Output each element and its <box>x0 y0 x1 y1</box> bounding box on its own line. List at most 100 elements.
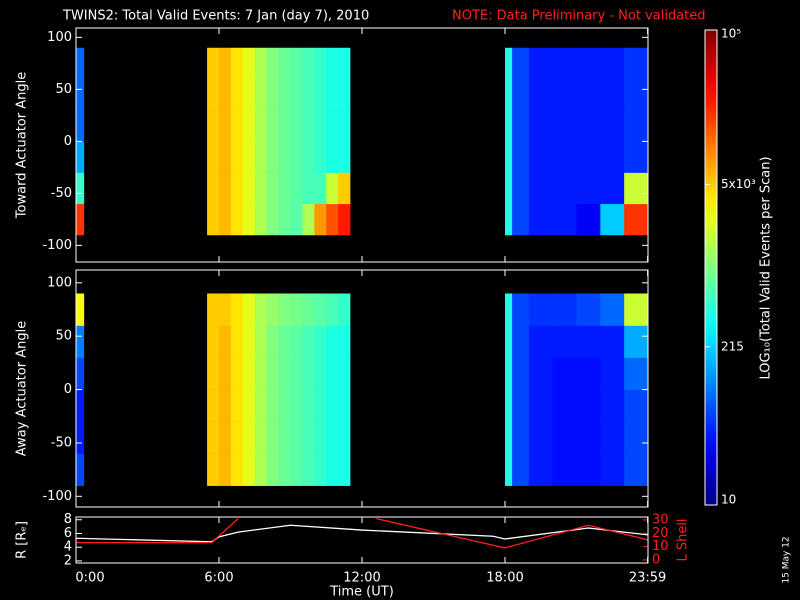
heatmap-cell <box>207 389 220 422</box>
heatmap-cell <box>505 389 513 422</box>
heatmap-cell <box>76 47 85 80</box>
heatmap-cell <box>528 78 553 111</box>
heatmap-cell <box>219 357 232 390</box>
y-axis-label: Toward Actuator Angle <box>15 72 30 219</box>
heatmap-cell <box>254 325 267 358</box>
heatmap-cell <box>290 203 303 236</box>
heatmap-cell <box>552 293 577 326</box>
y-tick-label: 100 <box>47 275 72 290</box>
heatmap-cell <box>600 325 625 358</box>
heatmap-cell <box>230 389 244 422</box>
heatmap-cell <box>338 389 351 422</box>
heatmap-cell <box>505 293 513 326</box>
heatmap-cell <box>512 293 530 326</box>
heatmap-cell <box>576 172 601 205</box>
heatmap-cell <box>302 110 315 142</box>
heatmap-cell <box>338 78 351 111</box>
y-tick-label: 100 <box>47 30 72 45</box>
heatmap-cell <box>207 421 220 454</box>
heatmap-cell <box>338 110 351 142</box>
heatmap-cell <box>266 203 279 236</box>
heatmap-cell <box>254 357 267 390</box>
heatmap-cell <box>278 110 291 142</box>
heatmap-cell <box>505 110 513 142</box>
heatmap-cell <box>552 78 577 111</box>
heatmap-cell <box>219 47 232 80</box>
heatmap-cell <box>576 141 601 173</box>
heatmap-cell <box>326 293 339 326</box>
heatmap-cell <box>219 421 232 454</box>
heatmap-cell <box>290 110 303 142</box>
heatmap-cell <box>290 357 303 390</box>
heatmap-cell <box>207 47 220 80</box>
heatmap-cell <box>302 141 315 173</box>
heatmap-cell <box>242 47 256 80</box>
heatmap-cell <box>624 141 649 173</box>
heatmap-cell <box>505 141 513 173</box>
heatmap-cell <box>290 389 303 422</box>
x-axis-label: Time (UT) <box>329 585 394 600</box>
y-tick-label: 8 <box>64 512 72 527</box>
heatmap-cell <box>219 389 232 422</box>
colorbar-label: LOG₁₀(Total Valid Events per Scan) <box>759 156 774 379</box>
heatmap-cell <box>314 110 327 142</box>
heatmap-cell <box>266 293 279 326</box>
heatmap-cell <box>326 172 339 205</box>
heatmap-cell <box>552 110 577 142</box>
heatmap-cell <box>290 78 303 111</box>
heatmap-cell <box>76 453 85 486</box>
heatmap-cell <box>76 110 85 142</box>
heatmap-cell <box>624 47 649 80</box>
y2-tick-label: 20 <box>652 526 669 541</box>
heatmap-cell <box>528 172 553 205</box>
y-tick-label: 6 <box>64 526 72 541</box>
heatmap-cell <box>505 78 513 111</box>
heatmap-cell <box>600 172 625 205</box>
heatmap-cell <box>266 47 279 80</box>
heatmap-cell <box>505 47 513 80</box>
heatmap-cell <box>290 47 303 80</box>
y2-axis-label: L Shell <box>676 518 691 561</box>
heatmap-cell <box>76 172 85 205</box>
heatmap-cell <box>326 357 339 390</box>
heatmap-cell <box>624 453 649 486</box>
heatmap-cell <box>219 453 232 486</box>
heatmap-cell <box>314 421 327 454</box>
heatmap-cell <box>600 203 625 236</box>
heatmap-cell <box>219 293 232 326</box>
heatmap-cell <box>314 389 327 422</box>
y-tick-label: 50 <box>55 329 72 344</box>
line-series <box>76 517 648 549</box>
heatmap-cell <box>242 141 256 173</box>
heatmap-cell <box>219 141 232 173</box>
heatmap-cell <box>528 421 553 454</box>
heatmap-cell <box>290 172 303 205</box>
heatmap-cell <box>505 453 513 486</box>
heatmap-cell <box>512 110 530 142</box>
heatmap-cell <box>219 203 232 236</box>
heatmap-cell <box>290 453 303 486</box>
heatmap-cell <box>576 110 601 142</box>
heatmap-cell <box>326 453 339 486</box>
heatmap-cell <box>254 389 267 422</box>
heatmap-cell <box>326 389 339 422</box>
y-axis-label: R [Rₑ] <box>15 521 30 559</box>
x-tick-label: 23:59 <box>629 571 666 586</box>
heatmap-cell <box>76 325 85 358</box>
heatmap-cell <box>242 203 256 236</box>
heatmap-cell <box>266 421 279 454</box>
y-tick-label: -50 <box>51 186 72 201</box>
heatmap-cell <box>552 453 577 486</box>
heatmap-cell <box>528 389 553 422</box>
heatmap-cell <box>338 325 351 358</box>
heatmap-cell <box>326 141 339 173</box>
heatmap-cell <box>207 357 220 390</box>
x-tick-label: 6:00 <box>204 571 233 586</box>
heatmap-cell <box>552 47 577 80</box>
heatmap-cell <box>600 110 625 142</box>
heatmap-cell <box>600 293 625 326</box>
heatmap-cell <box>576 293 601 326</box>
colorbar-tick-label: 10 <box>721 493 736 507</box>
heatmap-cell <box>254 203 267 236</box>
